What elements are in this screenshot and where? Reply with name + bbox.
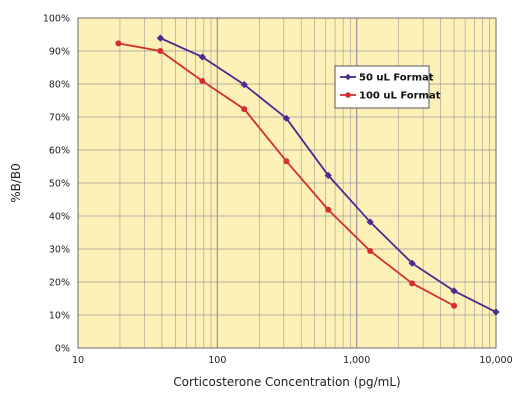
plot-border [77,17,497,349]
y-tick-label: 10% [49,311,70,322]
legend-label: 50 uL Format [359,73,434,84]
series-2 [115,40,458,309]
data-point [409,280,416,287]
y-tick-label: 30% [49,245,70,256]
legend-marker [344,73,352,81]
axis-ticks: 0% 10% 20% 30% 40% 50% 60% 70% 80% 90% 100% 10 100 1,… [43,14,513,367]
data-point [198,53,206,61]
x-tick-label: 10,000 [479,355,512,366]
y-tick-label: 40% [49,212,70,223]
series-1 [156,34,500,316]
series-layer [115,34,500,316]
x-axis-title: Corticosterone Concentration (pg/mL) [173,375,401,389]
data-point [450,287,458,295]
legend-box [334,65,430,109]
data-point [282,114,290,122]
data-point [367,247,374,254]
y-tick-label: 0% [55,344,70,355]
y-tick-label: 20% [49,278,70,289]
data-point [366,218,374,226]
data-point [157,48,164,54]
data-point [115,40,122,47]
legend: 50 uL Format 100 uL Format [334,65,441,109]
data-point [492,308,500,316]
data-point [325,206,332,213]
y-tick-label: 60% [49,146,70,157]
y-tick-label: 100% [43,14,70,25]
data-point [240,81,248,89]
x-tick-label: 10 [72,355,84,366]
y-tick-label: 90% [49,47,70,58]
data-point [241,106,248,113]
data-point [156,34,164,42]
x-tick-label: 100 [208,355,226,366]
legend-marker [345,92,351,98]
x-tick-label: 1,000 [343,355,370,366]
legend-label: 100 uL Format [359,91,441,102]
y-tick-label: 80% [49,80,70,91]
data-point [408,259,416,267]
y-tick-label: 70% [49,113,70,124]
y-axis-title: %B/B0 [9,163,23,203]
data-point [199,78,206,85]
data-point [451,302,458,309]
data-point [324,171,332,180]
y-tick-label: 50% [49,179,70,190]
data-point [283,158,290,165]
